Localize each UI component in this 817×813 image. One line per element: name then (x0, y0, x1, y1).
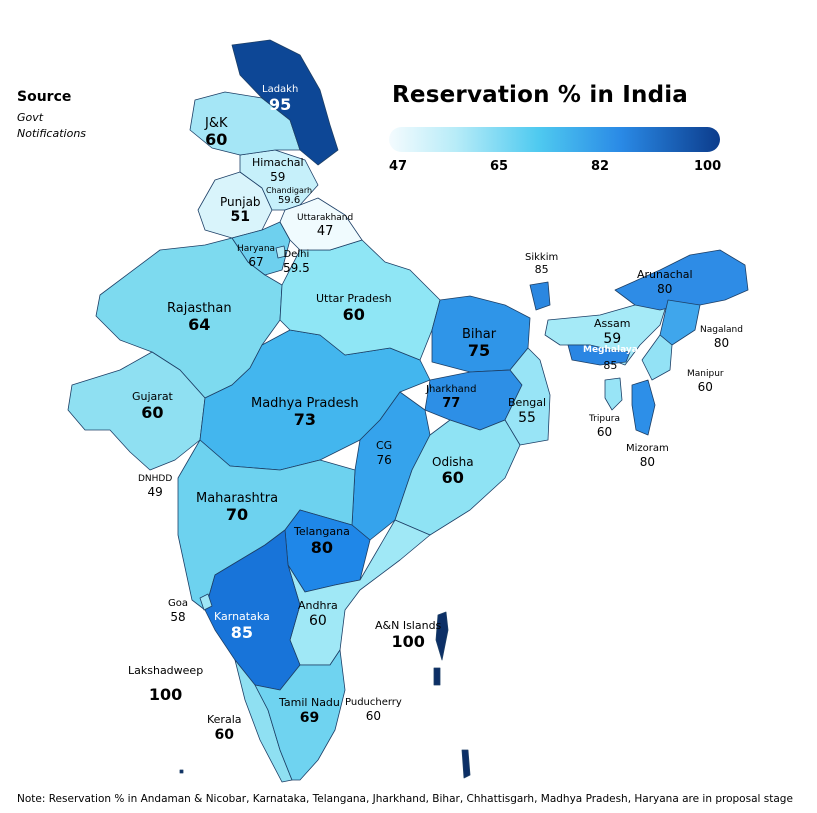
label-cg: CG 76 (376, 439, 393, 467)
label-chandigarh: Chandigarh 59.6 (266, 186, 313, 207)
label-karnataka: Karnataka 85 (214, 610, 270, 642)
label-assam: Assam 59 (594, 317, 631, 347)
label-manipur: Manipur 60 (687, 369, 724, 394)
source-heading: Source (17, 89, 72, 105)
footnote: Note: Reservation % in Andaman & Nicobar… (17, 793, 793, 805)
label-rajasthan: Rajasthan 64 (167, 301, 232, 335)
region-jk[interactable] (189, 91, 301, 156)
legend-tick-2: 65 (490, 159, 509, 174)
label-goa: Goa 58 (168, 598, 188, 624)
region-arunachal[interactable] (614, 249, 749, 311)
label-an-islands: A&N Islands 100 (375, 619, 442, 651)
label-haryana: Haryana 67 (237, 244, 276, 269)
label-gujarat: Gujarat 60 (132, 390, 173, 422)
source-line-2: Notifications (17, 127, 87, 140)
region-meghalaya[interactable] (567, 344, 631, 366)
region-mizoram[interactable] (631, 379, 656, 436)
region-goa[interactable] (199, 593, 213, 611)
legend-tick-3: 82 (591, 159, 610, 174)
label-jk: J&K 60 (205, 116, 228, 150)
region-ladakh[interactable] (231, 39, 339, 166)
region-an-islands[interactable] (433, 611, 471, 779)
source-line-1: Govt (17, 111, 44, 124)
label-madhya-pradesh: Madhya Pradesh 73 (251, 396, 359, 430)
label-dnhdd: DNHDD 49 (138, 474, 173, 499)
label-tamil-nadu: Tamil Nadu 69 (279, 696, 340, 726)
region-nagaland[interactable] (659, 299, 701, 346)
region-odisha[interactable] (394, 419, 521, 536)
label-bengal: Bengal 55 (508, 396, 547, 426)
legend-tick-max: 100 (694, 159, 722, 174)
label-maharashtra: Maharashtra 70 (196, 491, 279, 525)
region-uttarakhand[interactable] (279, 197, 363, 251)
label-punjab: Punjab 51 (220, 195, 261, 226)
region-gujarat[interactable] (67, 351, 206, 471)
region-delhi[interactable] (275, 245, 287, 259)
label-lakshadweep: Lakshadweep 100 (128, 664, 204, 704)
label-himachal: Himachal 59 (252, 156, 304, 184)
region-manipur[interactable] (641, 334, 673, 381)
legend-tick-min: 47 (389, 159, 408, 174)
label-uttarakhand: Uttarakhand 47 (297, 213, 354, 239)
label-telangana: Telangana 80 (294, 525, 350, 557)
map-title: Reservation % in India (392, 82, 689, 108)
label-mizoram: Mizoram 80 (626, 443, 669, 469)
region-tamil-nadu[interactable] (254, 649, 346, 781)
label-nagaland: Nagaland 80 (700, 325, 743, 350)
region-tripura[interactable] (604, 377, 623, 411)
label-uttar-pradesh: Uttar Pradesh 60 (316, 292, 392, 324)
label-arunachal: Arunachal 80 (637, 268, 693, 296)
label-ladakh: Ladakh 95 (262, 84, 299, 114)
region-assam[interactable] (544, 299, 669, 366)
label-sikkim: Sikkim 85 (525, 252, 559, 276)
label-odisha: Odisha 60 (432, 455, 474, 488)
label-meghalaya: Meghalaya 85 (583, 345, 638, 372)
legend-color-bar (389, 127, 720, 152)
label-delhi: Delhi 59.5 (283, 249, 310, 275)
label-tripura: Tripura 60 (589, 414, 621, 439)
label-puducherry: Puducherry 60 (345, 697, 402, 723)
label-bihar: Bihar 75 (462, 327, 497, 361)
label-jharkhand: Jharkhand 77 (426, 384, 477, 411)
region-sikkim[interactable] (529, 281, 551, 311)
label-kerala: Kerala 60 (207, 713, 242, 743)
region-lakshadweep[interactable] (179, 769, 184, 774)
label-andhra: Andhra 60 (298, 599, 338, 629)
